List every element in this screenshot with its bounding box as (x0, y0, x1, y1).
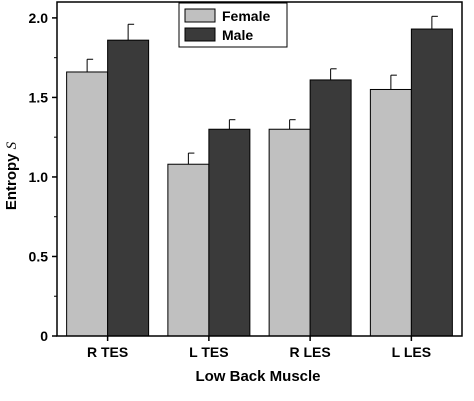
y-axis-title: Entropy S (3, 141, 20, 210)
bar-female-r-les (268, 128, 311, 337)
x-tick-label-l-tes: L TES (189, 344, 228, 360)
y-tick-label-3: 1.5 (29, 89, 49, 105)
bars-layer (66, 15, 453, 337)
bar-male-r-tes (107, 39, 150, 337)
bar-male-l-les (410, 28, 453, 337)
x-tick-label-l-les: L LES (392, 344, 431, 360)
legend-swatch-female (184, 8, 216, 23)
legend: Female Male (178, 2, 288, 48)
x-axis-title: Low Back Muscle (195, 368, 320, 385)
legend-swatch-male (184, 27, 216, 42)
bar-female-l-tes (167, 163, 210, 337)
bar-female-l-les (369, 88, 412, 337)
legend-label-female: Female (222, 8, 270, 24)
y-axis-title-symbol: S (4, 141, 20, 149)
bar-male-r-les (309, 79, 352, 337)
y-tick-label-1: 0.5 (29, 248, 49, 264)
plot-frame (56, 1, 463, 337)
bar-male-l-tes (208, 128, 251, 337)
y-tick-label-2: 1.0 (29, 169, 49, 185)
x-tick-label-r-les: R LES (290, 344, 331, 360)
bar-female-r-tes (66, 71, 109, 337)
x-tick-label-r-tes: R TES (87, 344, 128, 360)
axis-layer: R TES L TES R LES L LES 0 0.5 1.0 1.5 2.0 (29, 10, 432, 360)
y-axis-title-main: Entropy (3, 149, 20, 210)
y-tick-label-4: 2.0 (29, 10, 49, 26)
legend-label-male: Male (222, 27, 253, 43)
y-tick-label-0: 0 (40, 328, 48, 344)
